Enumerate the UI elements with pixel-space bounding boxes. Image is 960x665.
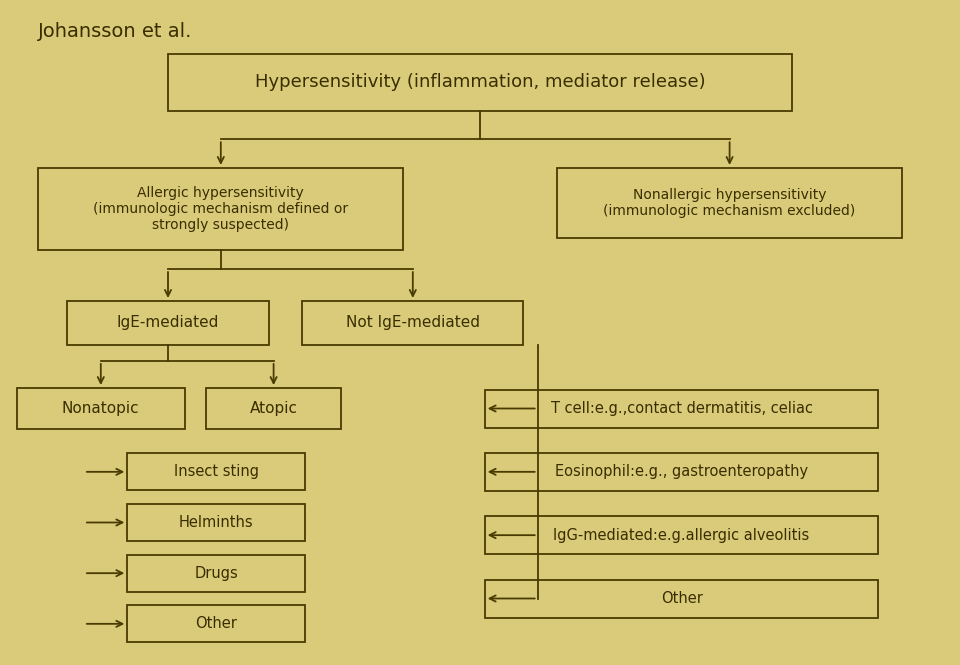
Text: Helminths: Helminths xyxy=(179,515,253,530)
Text: Allergic hypersensitivity
(immunologic mechanism defined or
strongly suspected): Allergic hypersensitivity (immunologic m… xyxy=(93,186,348,232)
Text: IgE-mediated: IgE-mediated xyxy=(117,315,219,331)
Text: Eosinophil:e.g., gastroenteropathy: Eosinophil:e.g., gastroenteropathy xyxy=(555,464,808,479)
FancyBboxPatch shape xyxy=(127,454,305,490)
FancyBboxPatch shape xyxy=(127,605,305,642)
FancyBboxPatch shape xyxy=(168,54,792,111)
FancyBboxPatch shape xyxy=(38,168,403,250)
Text: IgG-mediated:e.g.allergic alveolitis: IgG-mediated:e.g.allergic alveolitis xyxy=(554,527,809,543)
FancyBboxPatch shape xyxy=(485,516,878,554)
FancyBboxPatch shape xyxy=(485,390,878,428)
Text: T cell:e.g.,contact dermatitis, celiac: T cell:e.g.,contact dermatitis, celiac xyxy=(551,401,812,416)
Text: Atopic: Atopic xyxy=(250,401,298,416)
FancyBboxPatch shape xyxy=(557,168,902,237)
Text: Nonatopic: Nonatopic xyxy=(62,401,139,416)
Text: Other: Other xyxy=(660,591,703,606)
FancyBboxPatch shape xyxy=(485,453,878,491)
Text: Not IgE-mediated: Not IgE-mediated xyxy=(346,315,480,331)
FancyBboxPatch shape xyxy=(206,388,341,429)
FancyBboxPatch shape xyxy=(127,555,305,592)
FancyBboxPatch shape xyxy=(302,301,523,345)
Text: Drugs: Drugs xyxy=(194,566,238,581)
Text: Insect sting: Insect sting xyxy=(174,464,258,479)
FancyBboxPatch shape xyxy=(67,301,269,345)
Text: Johansson et al.: Johansson et al. xyxy=(38,22,193,41)
Text: Other: Other xyxy=(195,616,237,631)
FancyBboxPatch shape xyxy=(485,579,878,618)
FancyBboxPatch shape xyxy=(127,504,305,541)
Text: Nonallergic hypersensitivity
(immunologic mechanism excluded): Nonallergic hypersensitivity (immunologi… xyxy=(604,188,855,217)
Text: Hypersensitivity (inflammation, mediator release): Hypersensitivity (inflammation, mediator… xyxy=(254,73,706,91)
FancyBboxPatch shape xyxy=(17,388,184,429)
